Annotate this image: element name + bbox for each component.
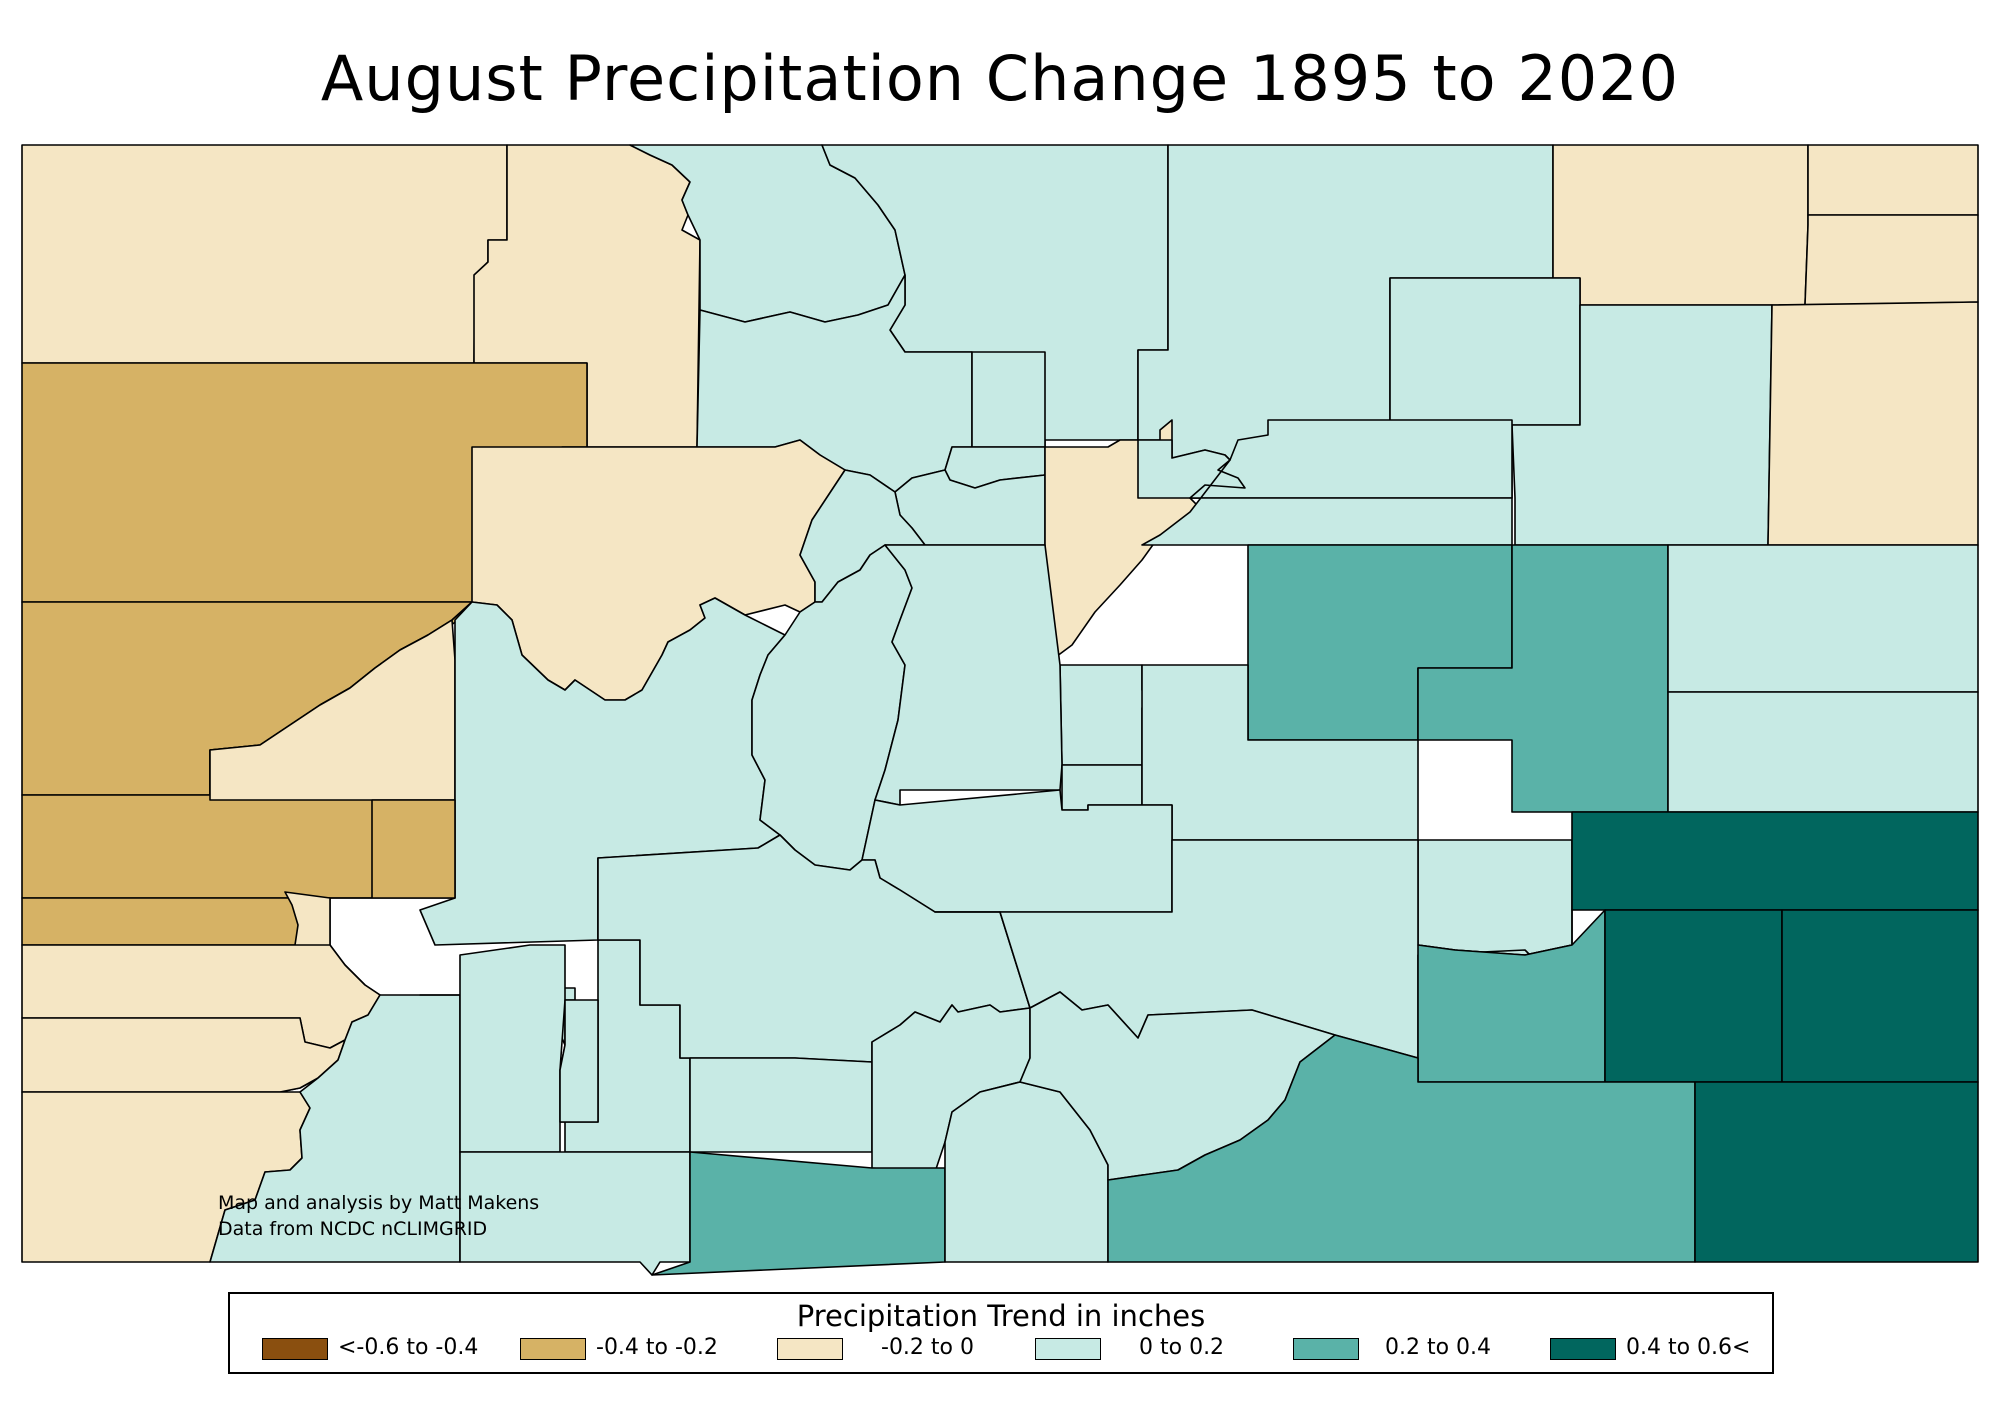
legend: Precipitation Trend in inches <-0.6 to -… [228, 1292, 1774, 1374]
county-kiowa [1571, 811, 1979, 911]
legend-swatch-b5 [1293, 1338, 1359, 1360]
county-prowers [1781, 909, 1979, 1083]
county-dolores [21, 1017, 346, 1093]
county-arapahoe [1141, 459, 1513, 546]
county-sedgwick [1807, 144, 1979, 216]
map-title: August Precipitation Change 1895 to 2020 [320, 42, 1680, 115]
legend-label-b4: 0 to 0.2 [1139, 1335, 1225, 1360]
legend-label-b3: -0.2 to 0 [881, 1335, 974, 1360]
county-bent [1604, 909, 1783, 1083]
county-yuma [1767, 301, 1979, 546]
county-logan [1552, 144, 1809, 306]
legend-title: Precipitation Trend in inches [796, 1299, 1206, 1333]
legend-swatch-b3 [777, 1338, 843, 1360]
legend-label-b5: 0.2 to 0.4 [1385, 1335, 1492, 1360]
map-credit: Map and analysis by Matt Makens Data fro… [218, 1190, 539, 1242]
credit-source: Data from NCDC nCLIMGRID [218, 1218, 488, 1240]
county-douglas [1059, 664, 1149, 766]
legend-swatch-b4 [1035, 1338, 1101, 1360]
county-park [874, 544, 1063, 806]
county-cheyenne [1667, 691, 1979, 813]
county-crowley [1417, 839, 1573, 956]
county-alamosa [871, 1004, 1031, 1173]
county-conejos [651, 1151, 946, 1276]
county-phillips [1804, 214, 1979, 306]
county-moffat [21, 144, 508, 364]
legend-label-b2: -0.4 to -0.2 [596, 1335, 718, 1360]
county-san-juan [419, 944, 566, 1153]
county-fremont [861, 789, 1173, 913]
county-morgan [1389, 277, 1581, 426]
county-boulder [971, 351, 1046, 448]
county-rio-grande [689, 1057, 873, 1153]
county-teller [1061, 764, 1143, 811]
legend-label-b1: <-0.6 to -0.4 [338, 1335, 479, 1360]
legend-swatch-b1 [262, 1338, 328, 1360]
legend-swatch-b2 [520, 1338, 586, 1360]
credit-author: Map and analysis by Matt Makens [218, 1192, 540, 1214]
legend-label-b6: 0.4 to 0.6< [1626, 1335, 1751, 1360]
county-mineral [559, 999, 599, 1123]
county-kit-carson [1667, 544, 1979, 693]
legend-swatch-b6 [1550, 1338, 1616, 1360]
county-baca [1694, 1081, 1979, 1263]
